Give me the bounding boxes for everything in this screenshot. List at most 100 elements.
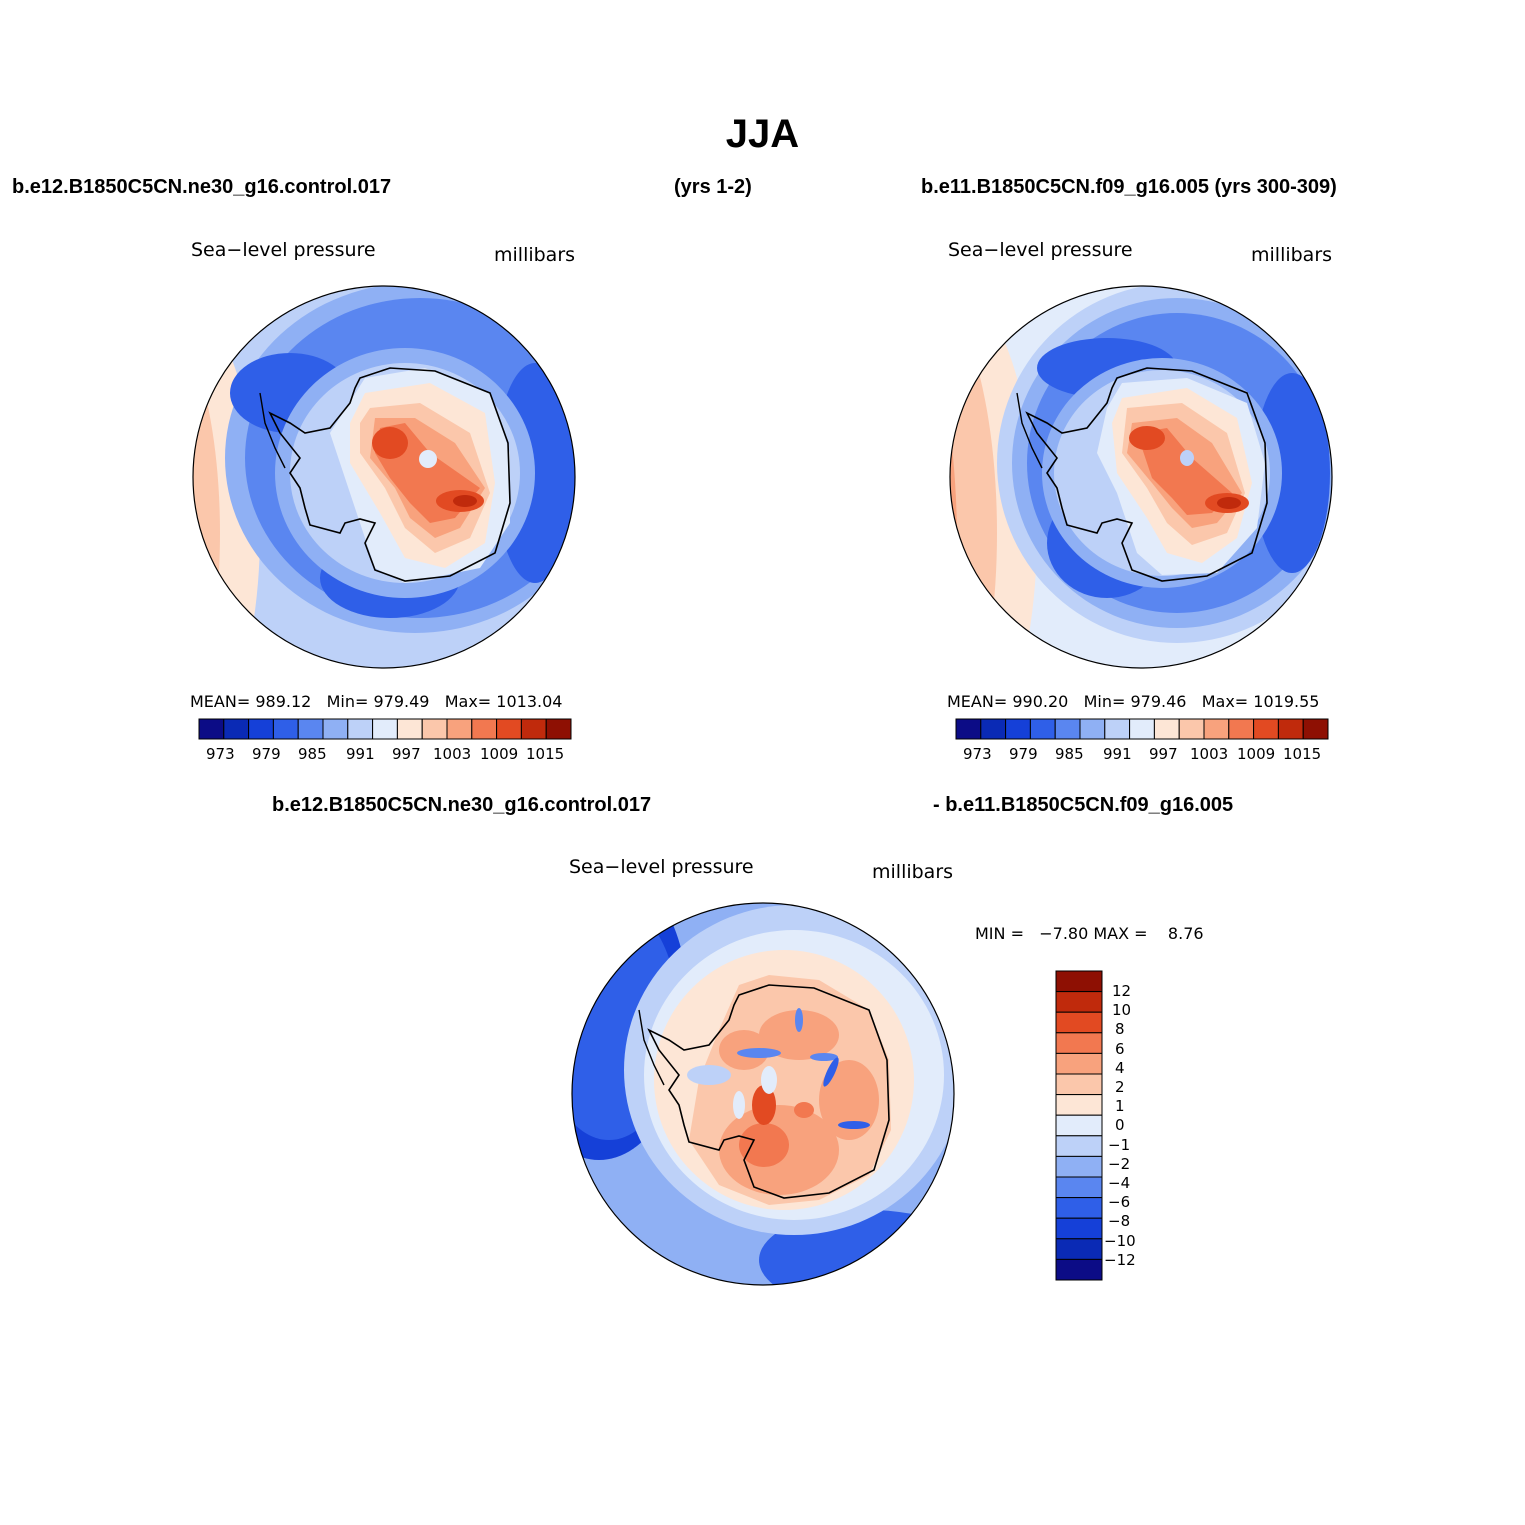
panel2-mean-label: MEAN= xyxy=(947,692,1008,711)
panel3-min-value: −7.80 xyxy=(1039,924,1089,943)
panel3-tick-6: 1 xyxy=(1115,1097,1125,1115)
panel2-colorbar-swatch-6 xyxy=(1104,718,1131,740)
panel2-polar-map xyxy=(949,285,1333,669)
panel3-units: millibars xyxy=(872,861,954,883)
panel3-colorbar-swatch-12 xyxy=(1055,1217,1103,1240)
panel3-tick-4: 4 xyxy=(1115,1059,1125,1077)
panel2-colorbar-swatch-13 xyxy=(1277,718,1304,740)
panel3-colorbar-swatch-8 xyxy=(1055,1135,1103,1157)
panel1-polar-map xyxy=(192,285,576,669)
panel2-colorbar-swatch-1 xyxy=(980,718,1007,740)
panel3-tick-3: 6 xyxy=(1115,1040,1125,1058)
panel3-colorbar-swatch-10 xyxy=(1055,1176,1103,1199)
panel3-tick-8: −1 xyxy=(1108,1136,1131,1154)
panel1-tick-4: 997 xyxy=(392,745,421,763)
panel3-colorbar-swatch-11 xyxy=(1055,1197,1103,1219)
panel1-units: millibars xyxy=(494,244,576,266)
panel1-variable: Sea−level pressure xyxy=(191,239,376,261)
panel1-colorbar-swatch-8 xyxy=(396,718,423,740)
panel2-variable: Sea−level pressure xyxy=(948,239,1133,261)
panel3-colorbar-swatch-14 xyxy=(1055,1258,1103,1281)
panel1-tick-2: 985 xyxy=(298,745,327,763)
panel3-tick-9: −2 xyxy=(1108,1155,1131,1173)
panel3-tick-13: −10 xyxy=(1104,1232,1136,1250)
panel1-colorbar-swatch-13 xyxy=(520,718,547,740)
panel3-colorbar xyxy=(1055,970,1103,1281)
panel2-colorbar-swatch-7 xyxy=(1129,718,1155,740)
panel1-colorbar-swatch-3 xyxy=(272,718,299,740)
panel3-tick-2: 8 xyxy=(1115,1020,1125,1038)
panel2-colorbar-swatch-2 xyxy=(1005,718,1031,740)
panel3-min-label: MIN = xyxy=(975,924,1024,943)
panel2-tick-7: 1015 xyxy=(1283,745,1322,763)
panel1-stats: MEAN= 989.12 Min= 979.49 Max= 1013.04 xyxy=(190,692,562,711)
panel2-colorbar-swatch-14 xyxy=(1302,718,1329,740)
panel3-max-value: 8.76 xyxy=(1167,924,1204,943)
panel3-colorbar-swatch-0 xyxy=(1055,970,1103,993)
panel1-colorbar-swatch-11 xyxy=(471,718,498,740)
panel1-colorbar-swatch-0 xyxy=(198,718,225,740)
panel2-max-value: 1019.55 xyxy=(1253,692,1320,711)
panel2-colorbar-swatch-9 xyxy=(1178,718,1205,740)
panel2-tick-5: 1003 xyxy=(1190,745,1229,763)
panel2-tick-0: 973 xyxy=(963,745,992,763)
panel3-tick-12: −8 xyxy=(1108,1212,1131,1230)
panel3-colorbar-swatch-7 xyxy=(1055,1114,1103,1137)
panel3-polar-map xyxy=(571,902,955,1286)
panel1-colorbar-swatch-6 xyxy=(347,718,374,740)
panel3-variable: Sea−level pressure xyxy=(569,856,754,878)
panel2-colorbar-swatch-5 xyxy=(1079,718,1106,740)
panel3-colorbar-swatch-5 xyxy=(1055,1073,1103,1096)
case1-years: (yrs 1-2) xyxy=(674,176,752,198)
panel3-colorbar-swatch-2 xyxy=(1055,1011,1103,1034)
panel3-colorbar-swatch-9 xyxy=(1055,1155,1103,1178)
diff-title-b: - b.e11.B1850C5CN.f09_g16.005 xyxy=(933,794,1234,816)
panel1-colorbar-swatch-4 xyxy=(297,718,324,740)
panel1-max-label: Max= xyxy=(444,692,492,711)
panel3-colorbar-swatch-13 xyxy=(1055,1238,1103,1260)
panel1-colorbar-swatch-7 xyxy=(372,718,398,740)
panel3-tick-11: −6 xyxy=(1108,1193,1131,1211)
panel3-tick-14: −12 xyxy=(1104,1251,1136,1269)
panel2-colorbar-swatch-3 xyxy=(1029,718,1056,740)
panel2-colorbar-swatch-4 xyxy=(1054,718,1081,740)
figure-title: JJA xyxy=(725,112,800,156)
panel1-min-label: Min= xyxy=(326,692,369,711)
panel3-max-label: MAX = xyxy=(1093,924,1148,943)
case1-title: b.e12.B1850C5CN.ne30_g16.control.017 xyxy=(12,176,392,198)
panel2-colorbar-swatch-0 xyxy=(955,718,982,740)
panel2-tick-1: 979 xyxy=(1009,745,1038,763)
panel2-colorbar-swatch-10 xyxy=(1203,718,1230,740)
panel2-min-value: 979.46 xyxy=(1130,692,1187,711)
panel3-tick-5: 2 xyxy=(1115,1078,1125,1096)
panel1-tick-5: 1003 xyxy=(433,745,472,763)
panel1-colorbar-swatch-9 xyxy=(421,718,448,740)
panel1-colorbar-swatch-5 xyxy=(322,718,349,740)
panel1-colorbar-swatch-1 xyxy=(223,718,250,740)
panel1-max-value: 1013.04 xyxy=(496,692,563,711)
panel2-colorbar-swatch-11 xyxy=(1228,718,1255,740)
panel1-tick-6: 1009 xyxy=(480,745,519,763)
panel2-mean-value: 990.20 xyxy=(1012,692,1069,711)
panel2-colorbar-swatch-8 xyxy=(1153,718,1180,740)
panel1-mean-value: 989.12 xyxy=(255,692,312,711)
panel3-tick-10: −4 xyxy=(1108,1174,1131,1192)
panel1-min-value: 979.49 xyxy=(373,692,430,711)
panel2-tick-3: 991 xyxy=(1103,745,1132,763)
diff-title-a: b.e12.B1850C5CN.ne30_g16.control.017 xyxy=(272,794,652,816)
panel1-tick-0: 973 xyxy=(206,745,235,763)
panel1-mean-label: MEAN= xyxy=(190,692,251,711)
panel3-stats: MIN = −7.80 MAX = 8.76 xyxy=(975,924,1204,943)
panel2-tick-2: 985 xyxy=(1055,745,1084,763)
panel3-colorbar-swatch-4 xyxy=(1055,1052,1103,1075)
panel2-min-label: Min= xyxy=(1083,692,1126,711)
panel3-tick-1: 10 xyxy=(1112,1001,1132,1019)
panel2-stats: MEAN= 990.20 Min= 979.46 Max= 1019.55 xyxy=(947,692,1319,711)
panel2-tick-6: 1009 xyxy=(1237,745,1276,763)
panel1-colorbar-swatch-12 xyxy=(496,718,522,740)
panel3-tick-0: 12 xyxy=(1112,982,1132,1000)
panel1-colorbar-swatch-10 xyxy=(446,718,473,740)
panel1-tick-7: 1015 xyxy=(526,745,565,763)
panel2-colorbar xyxy=(955,718,1329,740)
panel2-units: millibars xyxy=(1251,244,1333,266)
